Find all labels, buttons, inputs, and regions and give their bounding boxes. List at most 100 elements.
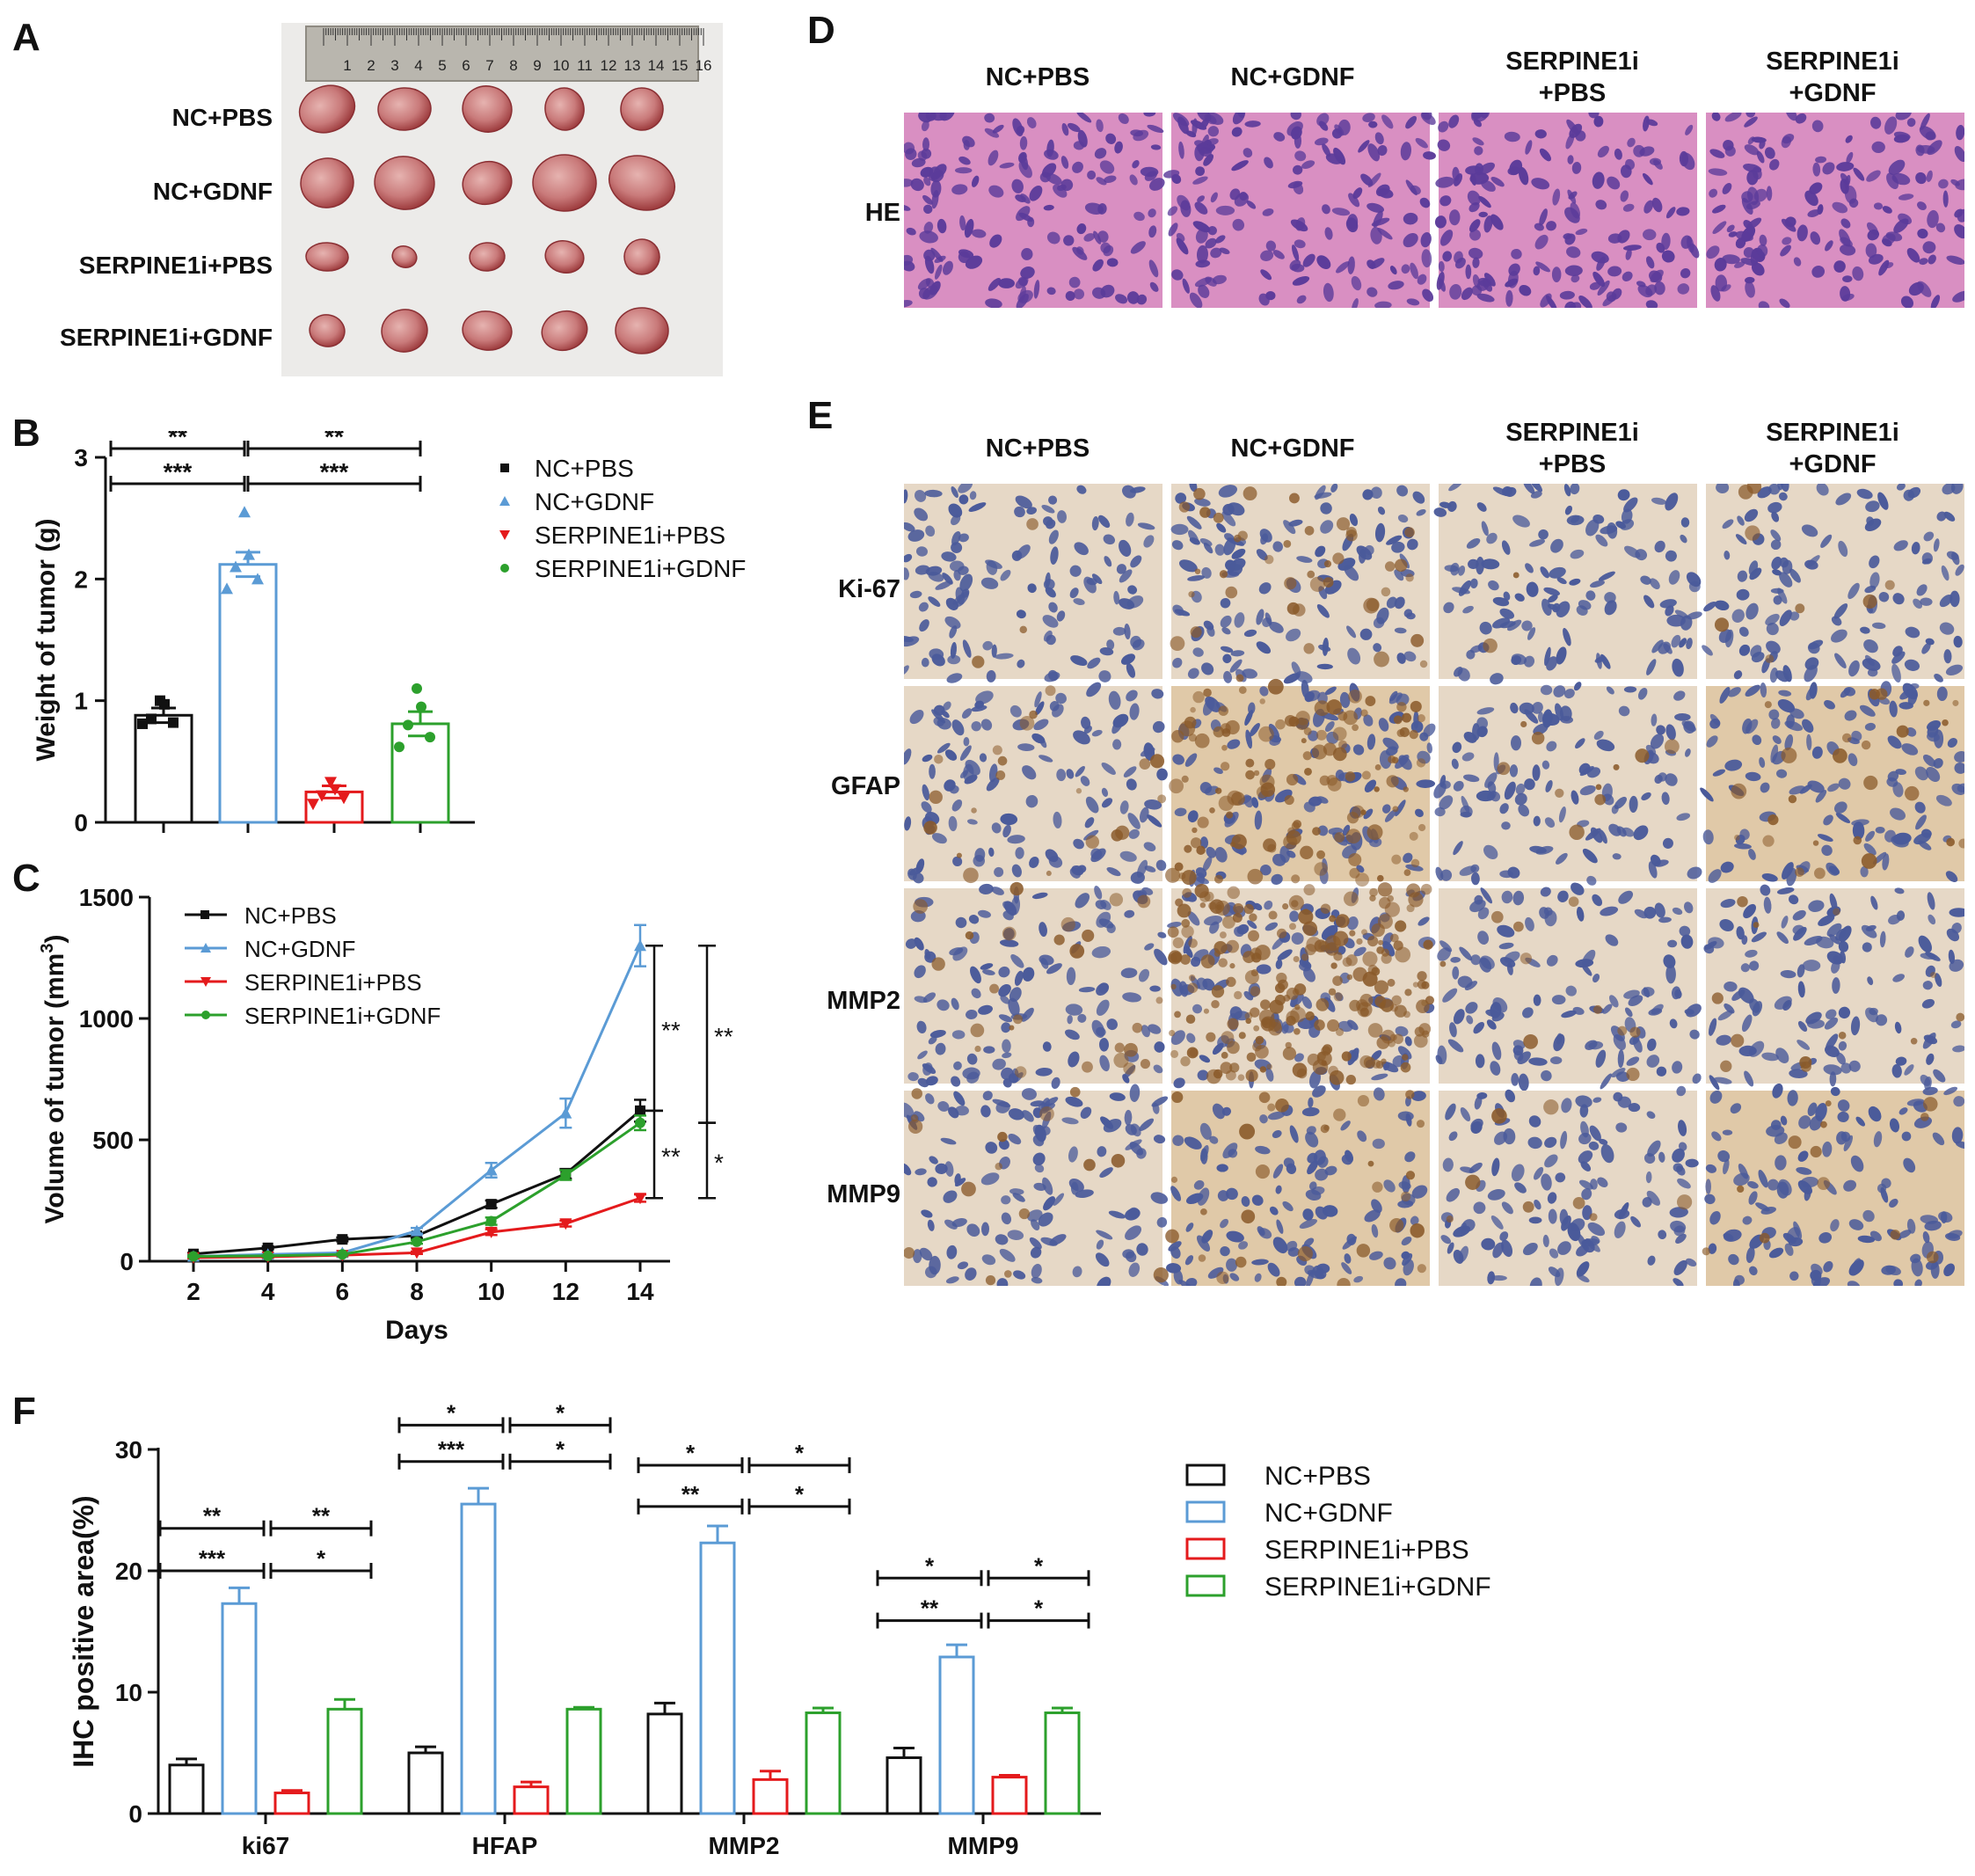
- nucleus: [1017, 743, 1035, 751]
- nucleus: [1672, 658, 1684, 677]
- nucleus: [1537, 712, 1544, 723]
- nucleus: [944, 616, 961, 629]
- nucleus: [1371, 1073, 1388, 1081]
- nucleus: [1022, 765, 1037, 780]
- nucleus: [1437, 139, 1451, 151]
- nucleus: [986, 777, 1000, 792]
- dab-stain: [1237, 530, 1248, 541]
- nucleus: [1510, 702, 1519, 714]
- dab-stain: [913, 899, 929, 914]
- nucleus: [1816, 936, 1834, 949]
- x-tick-label: HFAP: [472, 1832, 538, 1859]
- nucleus: [1818, 1231, 1833, 1244]
- nucleus: [1892, 593, 1905, 605]
- nucleus: [1382, 932, 1394, 945]
- nucleus: [1372, 1138, 1385, 1150]
- nucleus: [1731, 989, 1745, 1001]
- nucleus: [1067, 122, 1081, 133]
- bar: [1044, 1711, 1081, 1815]
- nucleus: [1678, 1120, 1687, 1136]
- micrograph-tile: [904, 881, 1168, 1090]
- nucleus: [1654, 281, 1665, 296]
- nucleus: [1065, 1029, 1080, 1040]
- nucleus: [1776, 1181, 1789, 1199]
- nucleus: [1825, 1045, 1840, 1058]
- dab-stain: [1522, 1201, 1534, 1213]
- nucleus: [1497, 924, 1515, 938]
- nucleus: [1070, 655, 1088, 667]
- nucleus: [1577, 1274, 1590, 1283]
- nucleus: [1389, 266, 1397, 275]
- nucleus: [1656, 725, 1666, 735]
- nucleus: [1553, 1033, 1565, 1052]
- nucleus: [1008, 1134, 1022, 1145]
- nucleus: [1795, 113, 1807, 124]
- dab-stain: [1296, 1068, 1308, 1079]
- nucleus: [1470, 1120, 1483, 1134]
- nucleus: [1151, 1096, 1169, 1107]
- nucleus: [1083, 233, 1096, 242]
- nucleus: [922, 194, 933, 205]
- nucleus: [1769, 668, 1778, 683]
- nucleus: [1555, 703, 1564, 721]
- nucleus: [1893, 540, 1908, 551]
- nucleus: [1825, 1009, 1837, 1019]
- nucleus: [1187, 810, 1199, 823]
- legend-marker: [500, 464, 509, 472]
- dab-stain: [1412, 982, 1419, 988]
- dab-stain: [1213, 874, 1223, 884]
- nucleus: [1712, 204, 1726, 214]
- dab-stain: [1332, 975, 1343, 986]
- nucleus: [1927, 732, 1940, 742]
- e-row-label: GFAP: [831, 772, 900, 800]
- nucleus: [1178, 559, 1198, 573]
- nucleus: [1065, 1096, 1083, 1107]
- bar: [273, 1792, 310, 1815]
- nucleus: [1406, 298, 1420, 306]
- nucleus: [1673, 1259, 1687, 1276]
- nucleus: [1386, 596, 1397, 609]
- nucleus: [1614, 1221, 1626, 1238]
- nucleus: [1921, 558, 1932, 565]
- nucleus: [1885, 231, 1903, 242]
- dab-stain: [1491, 1108, 1507, 1124]
- dab-stain: [1018, 1208, 1031, 1220]
- nucleus: [1015, 495, 1032, 509]
- nucleus: [1002, 1052, 1012, 1059]
- data-point: [337, 1249, 348, 1260]
- dab-stain: [1335, 914, 1350, 928]
- nucleus: [1301, 160, 1315, 169]
- nucleus: [951, 486, 958, 499]
- nucleus: [1153, 1135, 1166, 1144]
- dab-stain: [1199, 507, 1211, 518]
- nucleus: [1658, 1151, 1665, 1163]
- nucleus: [1811, 120, 1824, 133]
- nucleus: [992, 1058, 1006, 1070]
- dab-stain: [1267, 843, 1277, 853]
- e-column-header: SERPINE1i +PBS: [1505, 419, 1639, 478]
- nucleus: [1900, 296, 1913, 308]
- nucleus: [1153, 1064, 1163, 1074]
- nucleus: [1048, 529, 1059, 544]
- nucleus: [1193, 1179, 1205, 1190]
- nucleus: [1724, 981, 1738, 992]
- nucleus: [1807, 1102, 1818, 1117]
- dab-stain: [1391, 854, 1402, 865]
- panel-label-f: F: [12, 1390, 36, 1433]
- nucleus: [1415, 137, 1428, 149]
- nucleus: [1511, 653, 1527, 665]
- nucleus: [965, 1267, 977, 1281]
- nucleus: [1440, 869, 1453, 881]
- nucleus: [1706, 245, 1720, 259]
- nucleus: [1322, 143, 1331, 157]
- dab-stain: [1229, 963, 1235, 969]
- dab-stain: [1366, 824, 1383, 841]
- nucleus: [1742, 1215, 1753, 1225]
- legend-marker: [200, 910, 209, 919]
- nucleus: [1891, 651, 1906, 664]
- nucleus: [1879, 931, 1886, 948]
- nucleus: [1677, 1178, 1691, 1189]
- nucleus: [1742, 718, 1753, 734]
- nucleus: [1469, 899, 1486, 913]
- nucleus: [907, 868, 917, 880]
